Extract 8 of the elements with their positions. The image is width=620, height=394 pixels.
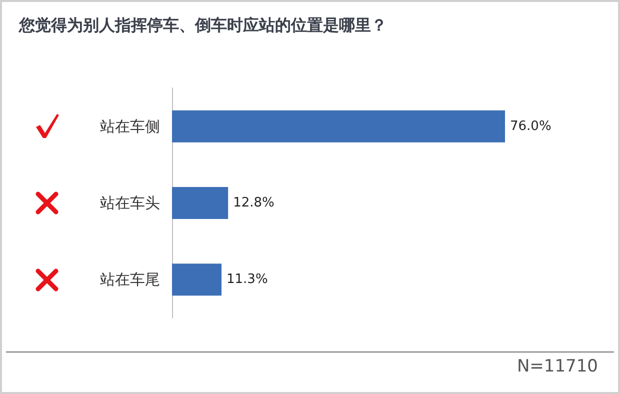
- data-label: 11.3%: [226, 272, 268, 288]
- y-tick-label: 站在车尾: [100, 270, 160, 289]
- chart-title: 您觉得为别人指挥停车、倒车时应站的位置是哪里？: [18, 16, 387, 34]
- data-label: 76.0%: [510, 118, 552, 134]
- y-tick-label: 站在车侧: [100, 117, 160, 136]
- y-tick-label: 站在车头: [100, 194, 160, 212]
- data-label: 12.8%: [233, 196, 274, 210]
- text: N=11710: [516, 356, 598, 376]
